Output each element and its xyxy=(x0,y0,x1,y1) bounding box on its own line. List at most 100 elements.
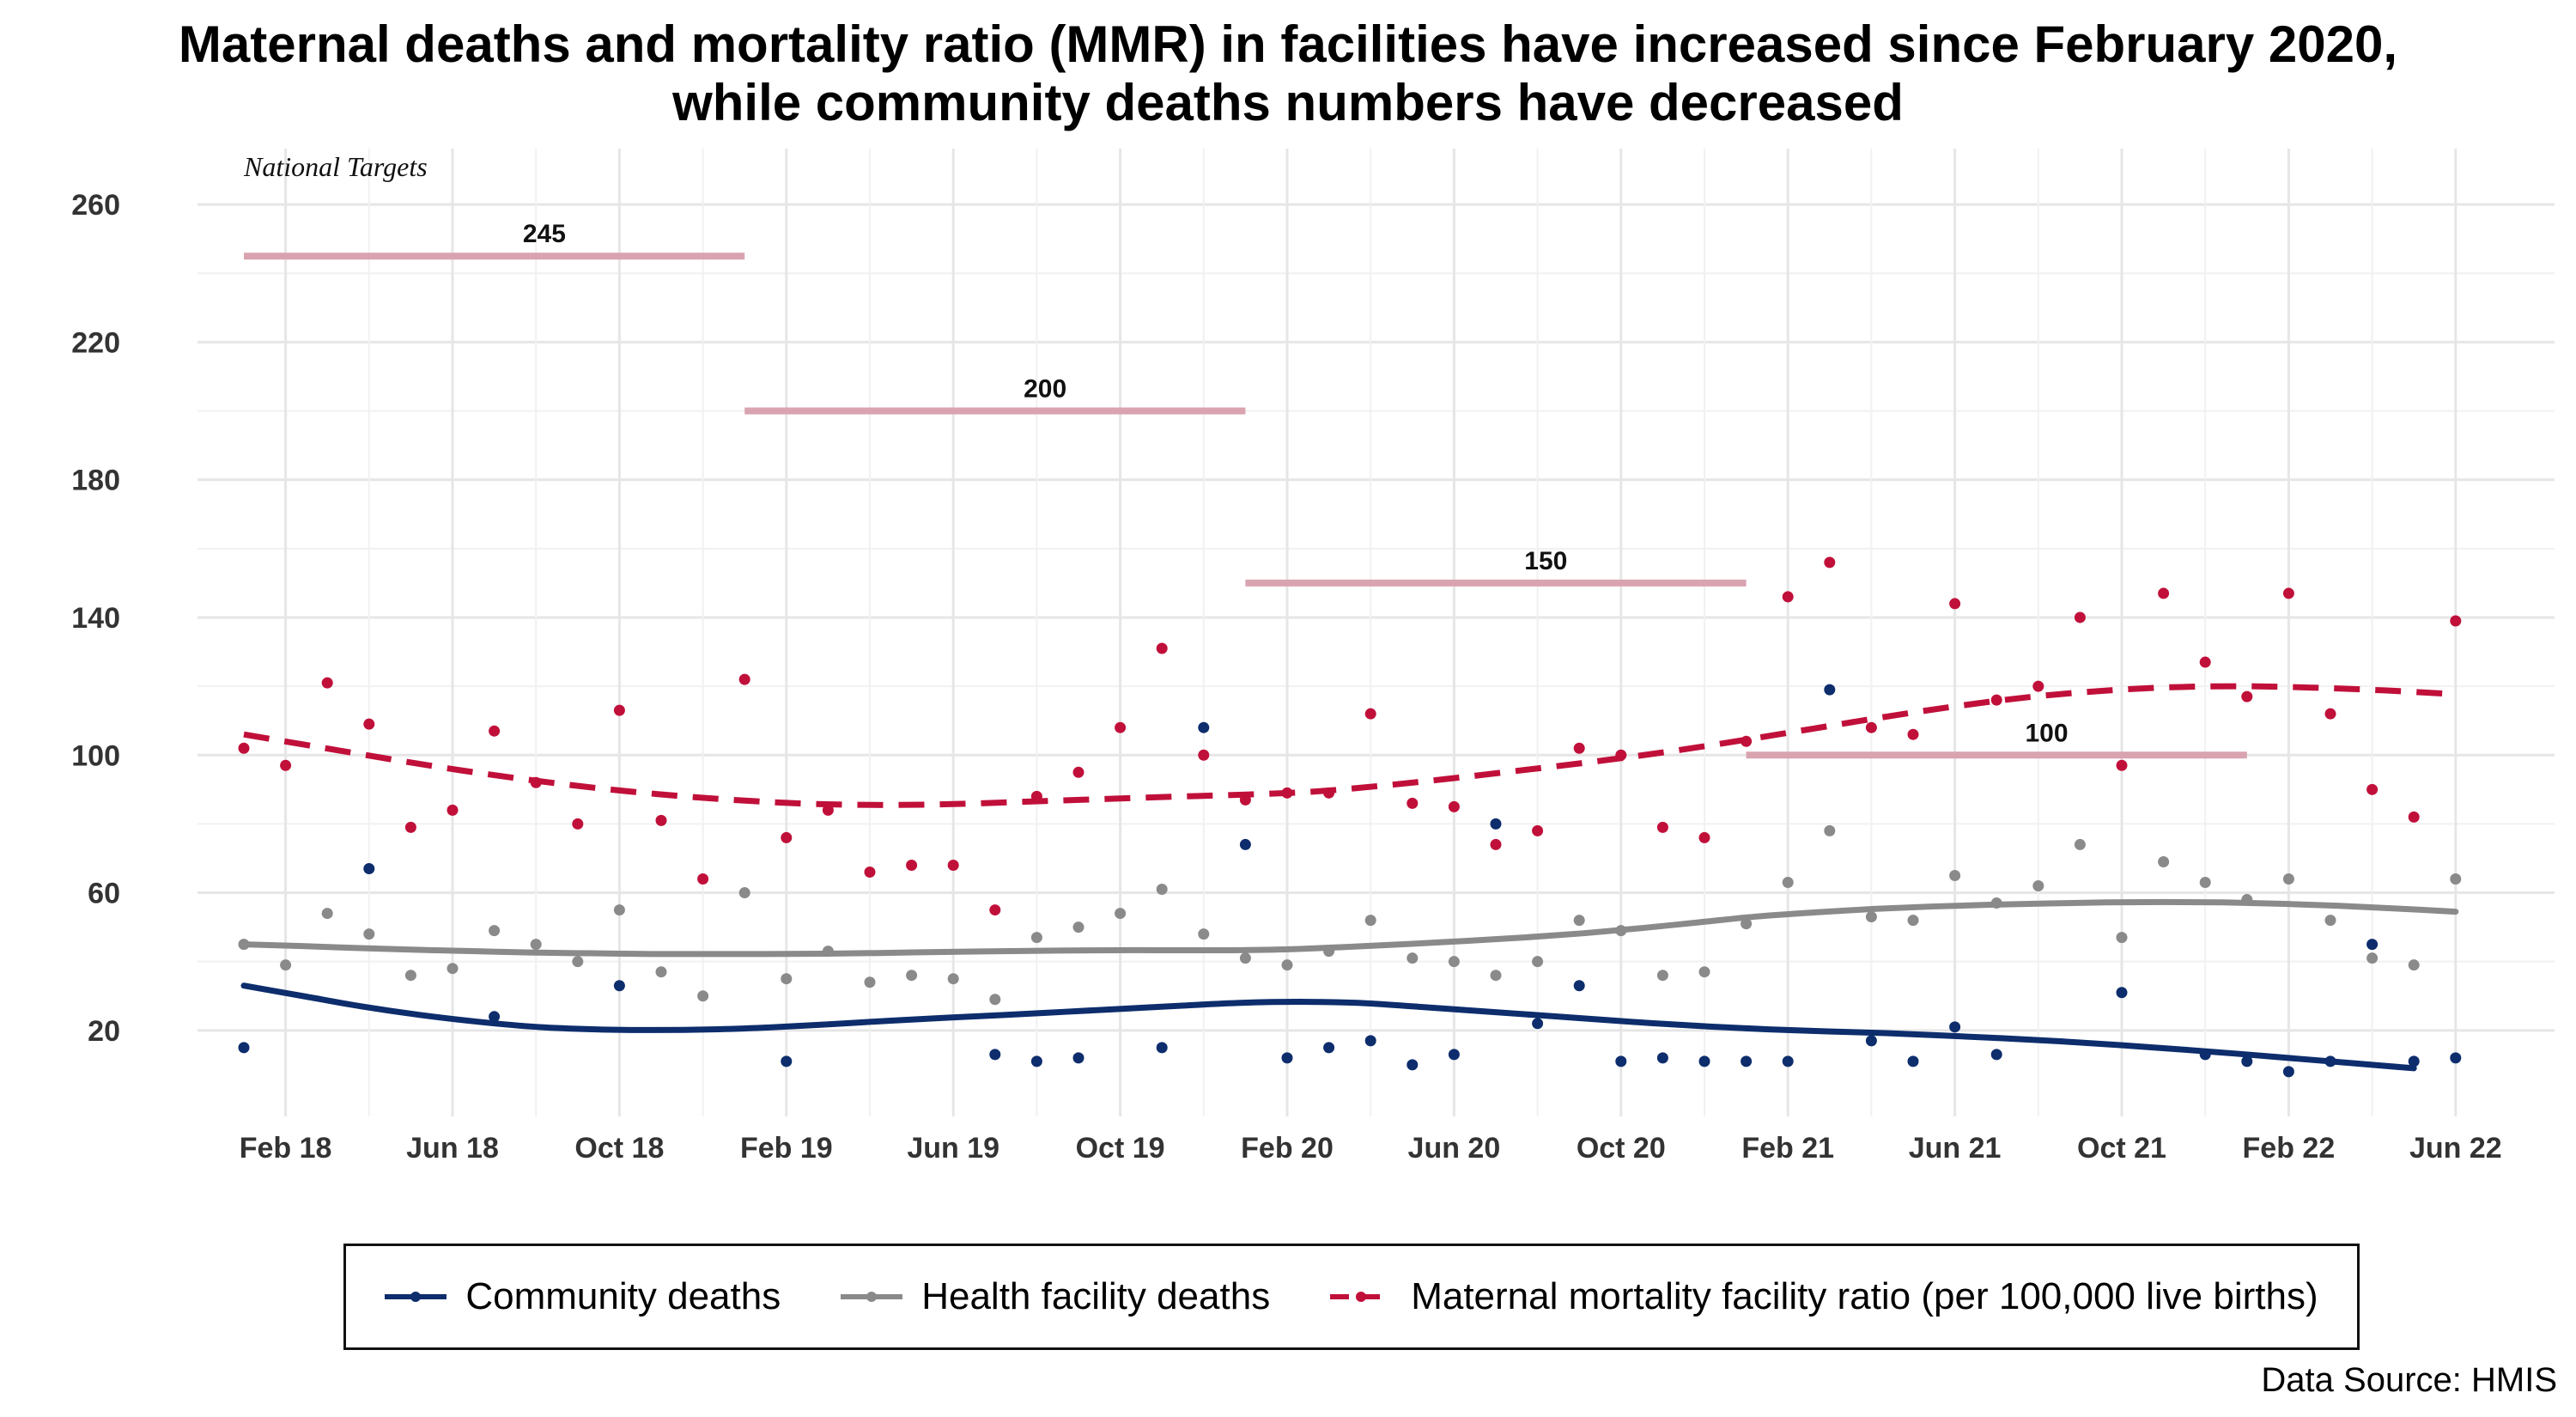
data-point-community xyxy=(1573,980,1585,992)
data-point-community xyxy=(1281,1052,1293,1064)
data-point-facility xyxy=(2074,838,2086,850)
data-point-mmr xyxy=(1448,800,1460,812)
target-label: 200 xyxy=(1024,375,1066,404)
y-tick-label: 20 xyxy=(88,1015,120,1048)
data-point-mmr xyxy=(1573,742,1585,754)
data-point-mmr xyxy=(989,904,1001,916)
data-point-mmr xyxy=(2158,587,2170,599)
x-tick-label: Oct 20 xyxy=(1577,1132,1666,1165)
data-point-mmr xyxy=(781,831,793,843)
data-point-community xyxy=(2450,1052,2462,1064)
data-point-facility xyxy=(655,966,667,978)
data-point-facility xyxy=(738,887,750,899)
data-point-mmr xyxy=(2366,783,2379,795)
data-point-facility xyxy=(2450,873,2462,885)
y-tick-label: 180 xyxy=(71,465,120,497)
data-point-mmr xyxy=(1490,838,1502,850)
data-point-community xyxy=(1865,1035,1877,1047)
data-point-facility xyxy=(1741,918,1753,930)
data-point-facility xyxy=(697,990,709,1002)
data-point-mmr xyxy=(738,673,750,685)
data-point-community xyxy=(2408,1055,2420,1067)
data-point-mmr xyxy=(404,821,416,833)
data-point-mmr xyxy=(822,804,834,816)
data-point-community xyxy=(1239,838,1251,850)
data-point-facility xyxy=(1865,911,1877,923)
legend-key-community xyxy=(385,1288,447,1305)
data-point-facility xyxy=(1198,928,1210,940)
data-point-community xyxy=(1824,684,1836,696)
data-point-mmr xyxy=(613,704,625,716)
data-point-facility xyxy=(1615,925,1627,937)
target-label: 150 xyxy=(1524,547,1567,575)
data-point-community xyxy=(238,1042,250,1054)
target-label: 245 xyxy=(523,220,566,248)
chart-title-line-1: Maternal deaths and mortality ratio (MMR… xyxy=(178,15,2398,73)
data-point-community xyxy=(1782,1055,1794,1067)
legend-item-facility: Health facility deaths xyxy=(841,1275,1270,1318)
data-point-community xyxy=(1990,1049,2002,1061)
data-point-facility xyxy=(989,994,1001,1006)
data-point-mmr xyxy=(1656,821,1668,833)
x-tick-label: Jun 20 xyxy=(1408,1132,1501,1165)
data-point-facility xyxy=(1532,956,1544,968)
data-point-mmr xyxy=(2199,656,2211,668)
data-point-facility xyxy=(2241,894,2253,906)
data-point-mmr xyxy=(1072,766,1084,778)
data-point-community xyxy=(1907,1055,1919,1067)
data-point-mmr xyxy=(2032,680,2044,692)
data-point-community xyxy=(1364,1035,1376,1047)
data-point-mmr xyxy=(1198,749,1210,761)
targets-label: National Targets xyxy=(243,151,428,182)
data-point-mmr xyxy=(1615,749,1627,761)
data-point-facility xyxy=(2199,877,2211,889)
y-tick-label: 260 xyxy=(71,189,120,222)
legend-key-facility xyxy=(841,1288,903,1305)
data-point-community xyxy=(1532,1018,1544,1030)
data-point-facility xyxy=(572,956,584,968)
data-point-mmr xyxy=(1364,708,1376,720)
data-point-facility xyxy=(613,904,625,916)
data-point-facility xyxy=(1156,884,1168,896)
y-tick-label: 140 xyxy=(71,602,120,635)
data-point-facility xyxy=(1030,932,1042,944)
x-tick-label: Feb 21 xyxy=(1741,1132,1834,1165)
data-point-community xyxy=(2282,1066,2294,1078)
data-point-facility xyxy=(1573,915,1585,927)
data-point-mmr xyxy=(655,814,667,826)
x-tick-label: Oct 21 xyxy=(2077,1132,2166,1165)
data-point-community xyxy=(2366,939,2379,951)
data-point-community xyxy=(989,1049,1001,1061)
data-point-mmr xyxy=(1115,721,1127,733)
data-point-community xyxy=(1156,1042,1168,1054)
data-point-facility xyxy=(1698,966,1710,978)
data-point-facility xyxy=(1072,921,1084,934)
data-point-facility xyxy=(2032,880,2044,892)
data-point-community xyxy=(2241,1055,2253,1067)
data-point-community xyxy=(1072,1052,1084,1064)
trend-line-facility xyxy=(240,898,2459,958)
data-point-mmr xyxy=(2324,708,2336,720)
data-point-mmr xyxy=(697,873,709,885)
x-tick-label: Jun 22 xyxy=(2409,1132,2502,1165)
legend-item-mmr: Maternal mortality facility ratio (per 1… xyxy=(1330,1275,2318,1318)
data-point-mmr xyxy=(2074,611,2086,623)
data-point-facility xyxy=(1281,959,1293,971)
data-point-community xyxy=(489,1011,501,1023)
data-point-facility xyxy=(321,908,333,920)
data-point-facility xyxy=(2324,915,2336,927)
data-point-mmr xyxy=(572,818,584,830)
data-point-mmr xyxy=(1949,598,1961,610)
y-tick-label: 60 xyxy=(88,878,120,910)
data-point-community xyxy=(1323,1042,1335,1054)
data-point-facility xyxy=(404,970,416,982)
x-tick-label: Oct 19 xyxy=(1076,1132,1165,1165)
data-point-community xyxy=(1741,1055,1753,1067)
data-point-mmr xyxy=(947,859,959,871)
data-point-mmr xyxy=(864,866,876,878)
data-point-mmr xyxy=(2241,690,2253,702)
data-point-mmr xyxy=(2408,811,2420,823)
data-point-community xyxy=(2116,987,2128,999)
data-point-facility xyxy=(822,946,834,958)
data-point-mmr xyxy=(280,759,292,771)
